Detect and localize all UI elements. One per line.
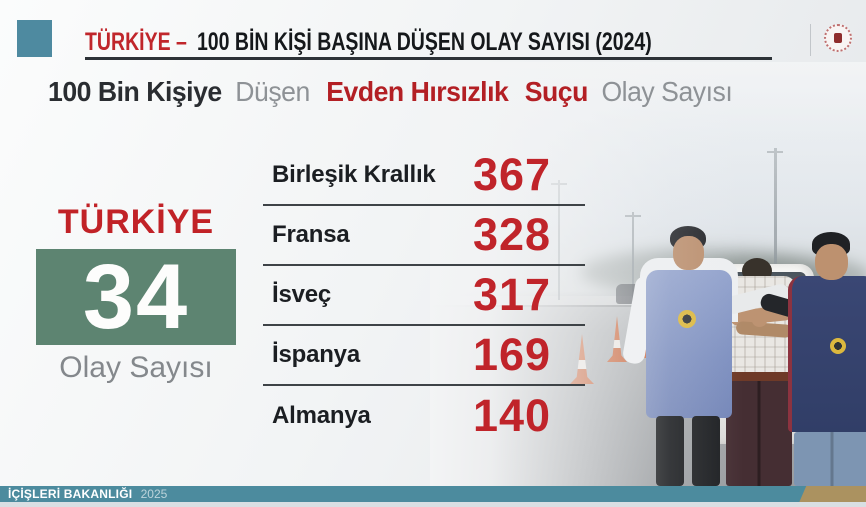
country-name: Fransa xyxy=(272,221,350,248)
ministry-emblem-icon xyxy=(824,24,852,52)
turkiye-value-box: 34 xyxy=(36,249,236,345)
header-divider xyxy=(810,24,811,56)
country-name: Almanya xyxy=(272,402,371,429)
turkiye-value: 34 xyxy=(82,246,190,348)
footer-year: 2025 xyxy=(140,487,168,501)
chart-subtitle: 100 Bin Kişiye Düşen Evden Hırsızlık Suç… xyxy=(48,76,733,108)
footer-bar: İÇİŞLERİ BAKANLIĞI 2025 xyxy=(0,486,866,502)
country-name: Birleşik Krallık xyxy=(272,161,436,188)
table-row: İsveç 317 xyxy=(263,266,585,326)
footer-bottom-strip xyxy=(0,502,866,507)
accent-square xyxy=(17,20,52,57)
footer-text: İÇİŞLERİ BAKANLIĞI 2025 xyxy=(8,486,167,502)
footer-teal-band xyxy=(0,486,807,502)
title-country: TÜRKİYE – xyxy=(85,28,187,56)
table-row: Almanya 140 xyxy=(263,386,585,446)
country-value: 367 xyxy=(473,149,552,200)
background-photo xyxy=(430,62,866,486)
subtitle-lead: 100 Bin Kişiye xyxy=(48,76,222,107)
table-row: Fransa 328 xyxy=(263,206,585,266)
country-value: 169 xyxy=(473,329,552,380)
page-title: TÜRKİYE – 100 BİN KİŞİ BAŞINA DÜŞEN OLAY… xyxy=(85,28,652,57)
country-name: İspanya xyxy=(272,341,360,368)
title-underline xyxy=(85,57,772,60)
country-value: 140 xyxy=(473,390,552,441)
subtitle-mid: Düşen xyxy=(235,76,310,107)
table-row: Birleşik Krallık 367 xyxy=(263,146,585,206)
country-table: Birleşik Krallık 367 Fransa 328 İsveç 31… xyxy=(263,146,585,446)
country-value: 328 xyxy=(473,209,552,260)
table-row: İspanya 169 xyxy=(263,326,585,386)
subtitle-tail: Olay Sayısı xyxy=(601,76,733,107)
turkiye-label: TÜRKİYE xyxy=(57,203,215,241)
country-value: 317 xyxy=(473,269,552,320)
country-name: İsveç xyxy=(272,281,332,308)
photo-fade-overlay xyxy=(430,62,866,486)
subtitle-emphasis: Evden Hırsızlık xyxy=(326,76,509,107)
subtitle-emphasis: Suçu xyxy=(524,76,589,107)
ministry-name: İÇİŞLERİ BAKANLIĞI xyxy=(8,487,133,501)
turkiye-caption: Olay Sayısı xyxy=(59,351,213,384)
title-text: 100 BİN KİŞİ BAŞINA DÜŞEN OLAY SAYISI (2… xyxy=(196,28,652,56)
